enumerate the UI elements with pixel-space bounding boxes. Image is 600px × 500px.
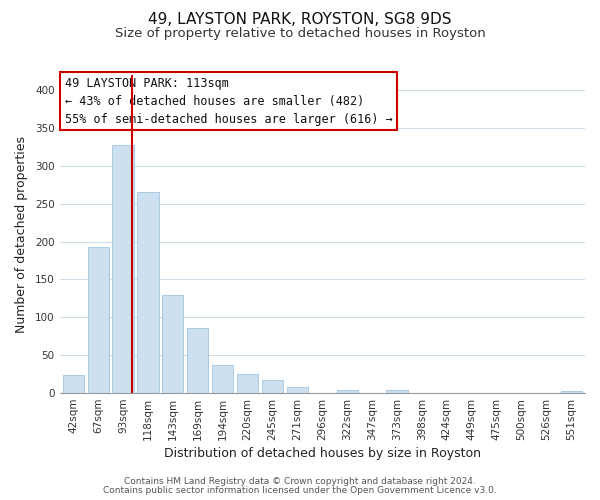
Text: Size of property relative to detached houses in Royston: Size of property relative to detached ho… (115, 28, 485, 40)
Bar (262, 380, 283, 393)
X-axis label: Distribution of detached houses by size in Royston: Distribution of detached houses by size … (164, 447, 481, 460)
Bar (187, 328, 208, 393)
Bar (162, 294, 184, 393)
Text: 49, LAYSTON PARK, ROYSTON, SG8 9DS: 49, LAYSTON PARK, ROYSTON, SG8 9DS (148, 12, 452, 28)
Bar (237, 374, 258, 393)
Bar (62, 375, 84, 393)
Bar (112, 144, 134, 393)
Bar (287, 387, 308, 393)
Bar (137, 192, 158, 393)
Bar (337, 390, 358, 393)
Text: Contains public sector information licensed under the Open Government Licence v3: Contains public sector information licen… (103, 486, 497, 495)
Bar (561, 391, 582, 393)
Bar (212, 365, 233, 393)
Text: 49 LAYSTON PARK: 113sqm
← 43% of detached houses are smaller (482)
55% of semi-d: 49 LAYSTON PARK: 113sqm ← 43% of detache… (65, 76, 392, 126)
Bar (88, 247, 109, 393)
Text: Contains HM Land Registry data © Crown copyright and database right 2024.: Contains HM Land Registry data © Crown c… (124, 477, 476, 486)
Y-axis label: Number of detached properties: Number of detached properties (15, 136, 28, 332)
Bar (386, 390, 407, 393)
